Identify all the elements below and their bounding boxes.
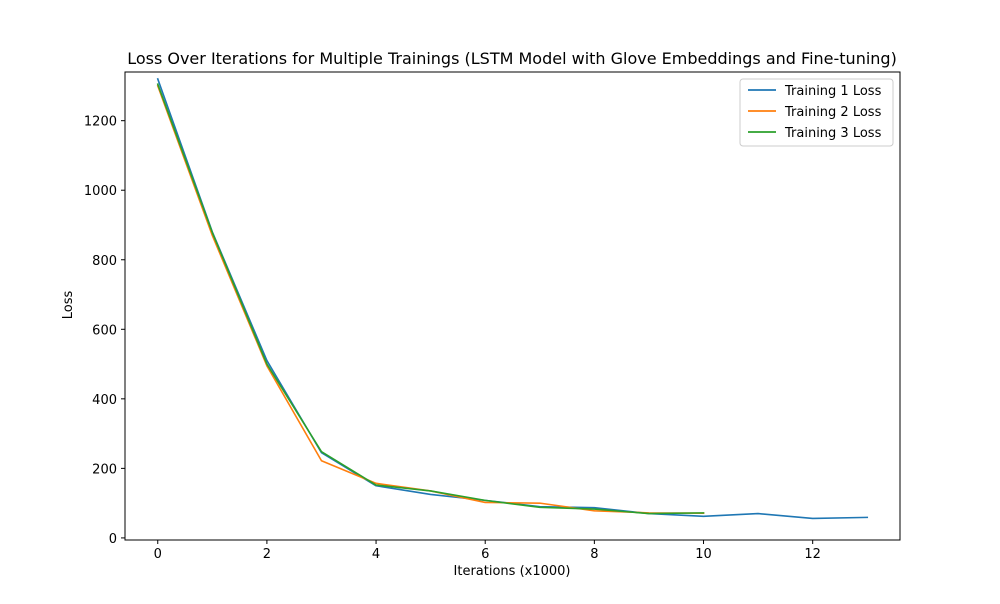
x-tick-label: 12 xyxy=(804,547,821,562)
y-tick-label: 0 xyxy=(109,532,117,547)
x-tick-label: 6 xyxy=(481,547,489,562)
y-axis-label: Loss xyxy=(61,291,76,320)
series-layer xyxy=(156,77,869,520)
series-line-training-3 xyxy=(156,83,705,515)
y-tick-label: 800 xyxy=(92,254,117,269)
legend-box xyxy=(739,78,894,147)
legend-label-training-1: Training 1 Loss xyxy=(784,84,882,99)
legend-label-training-2: Training 2 Loss xyxy=(784,105,882,120)
x-tick-label: 8 xyxy=(590,547,598,562)
x-tick-label: 2 xyxy=(263,547,271,562)
plot-frame xyxy=(124,71,901,541)
x-tick-label: 0 xyxy=(154,547,162,562)
y-tick-label: 600 xyxy=(92,323,117,338)
y-tick-label: 200 xyxy=(92,462,117,477)
x-axis: 0 2 4 6 8 10 12 xyxy=(154,540,821,562)
x-tick-label: 10 xyxy=(695,547,712,562)
x-axis-label: Iterations (x1000) xyxy=(454,564,571,579)
y-tick-label: 400 xyxy=(92,393,117,408)
x-tick-label: 4 xyxy=(372,547,380,562)
legend-label-training-3: Training 3 Loss xyxy=(784,126,882,141)
y-tick-label: 1200 xyxy=(84,115,117,130)
y-axis: 0 200 400 600 800 1000 1200 xyxy=(84,115,125,547)
legend: Training 1 Loss Training 2 Loss Training 3… xyxy=(739,78,894,147)
y-tick-label: 1000 xyxy=(84,184,117,199)
chart-title: Loss Over Iterations for Multiple Traini… xyxy=(127,49,897,68)
